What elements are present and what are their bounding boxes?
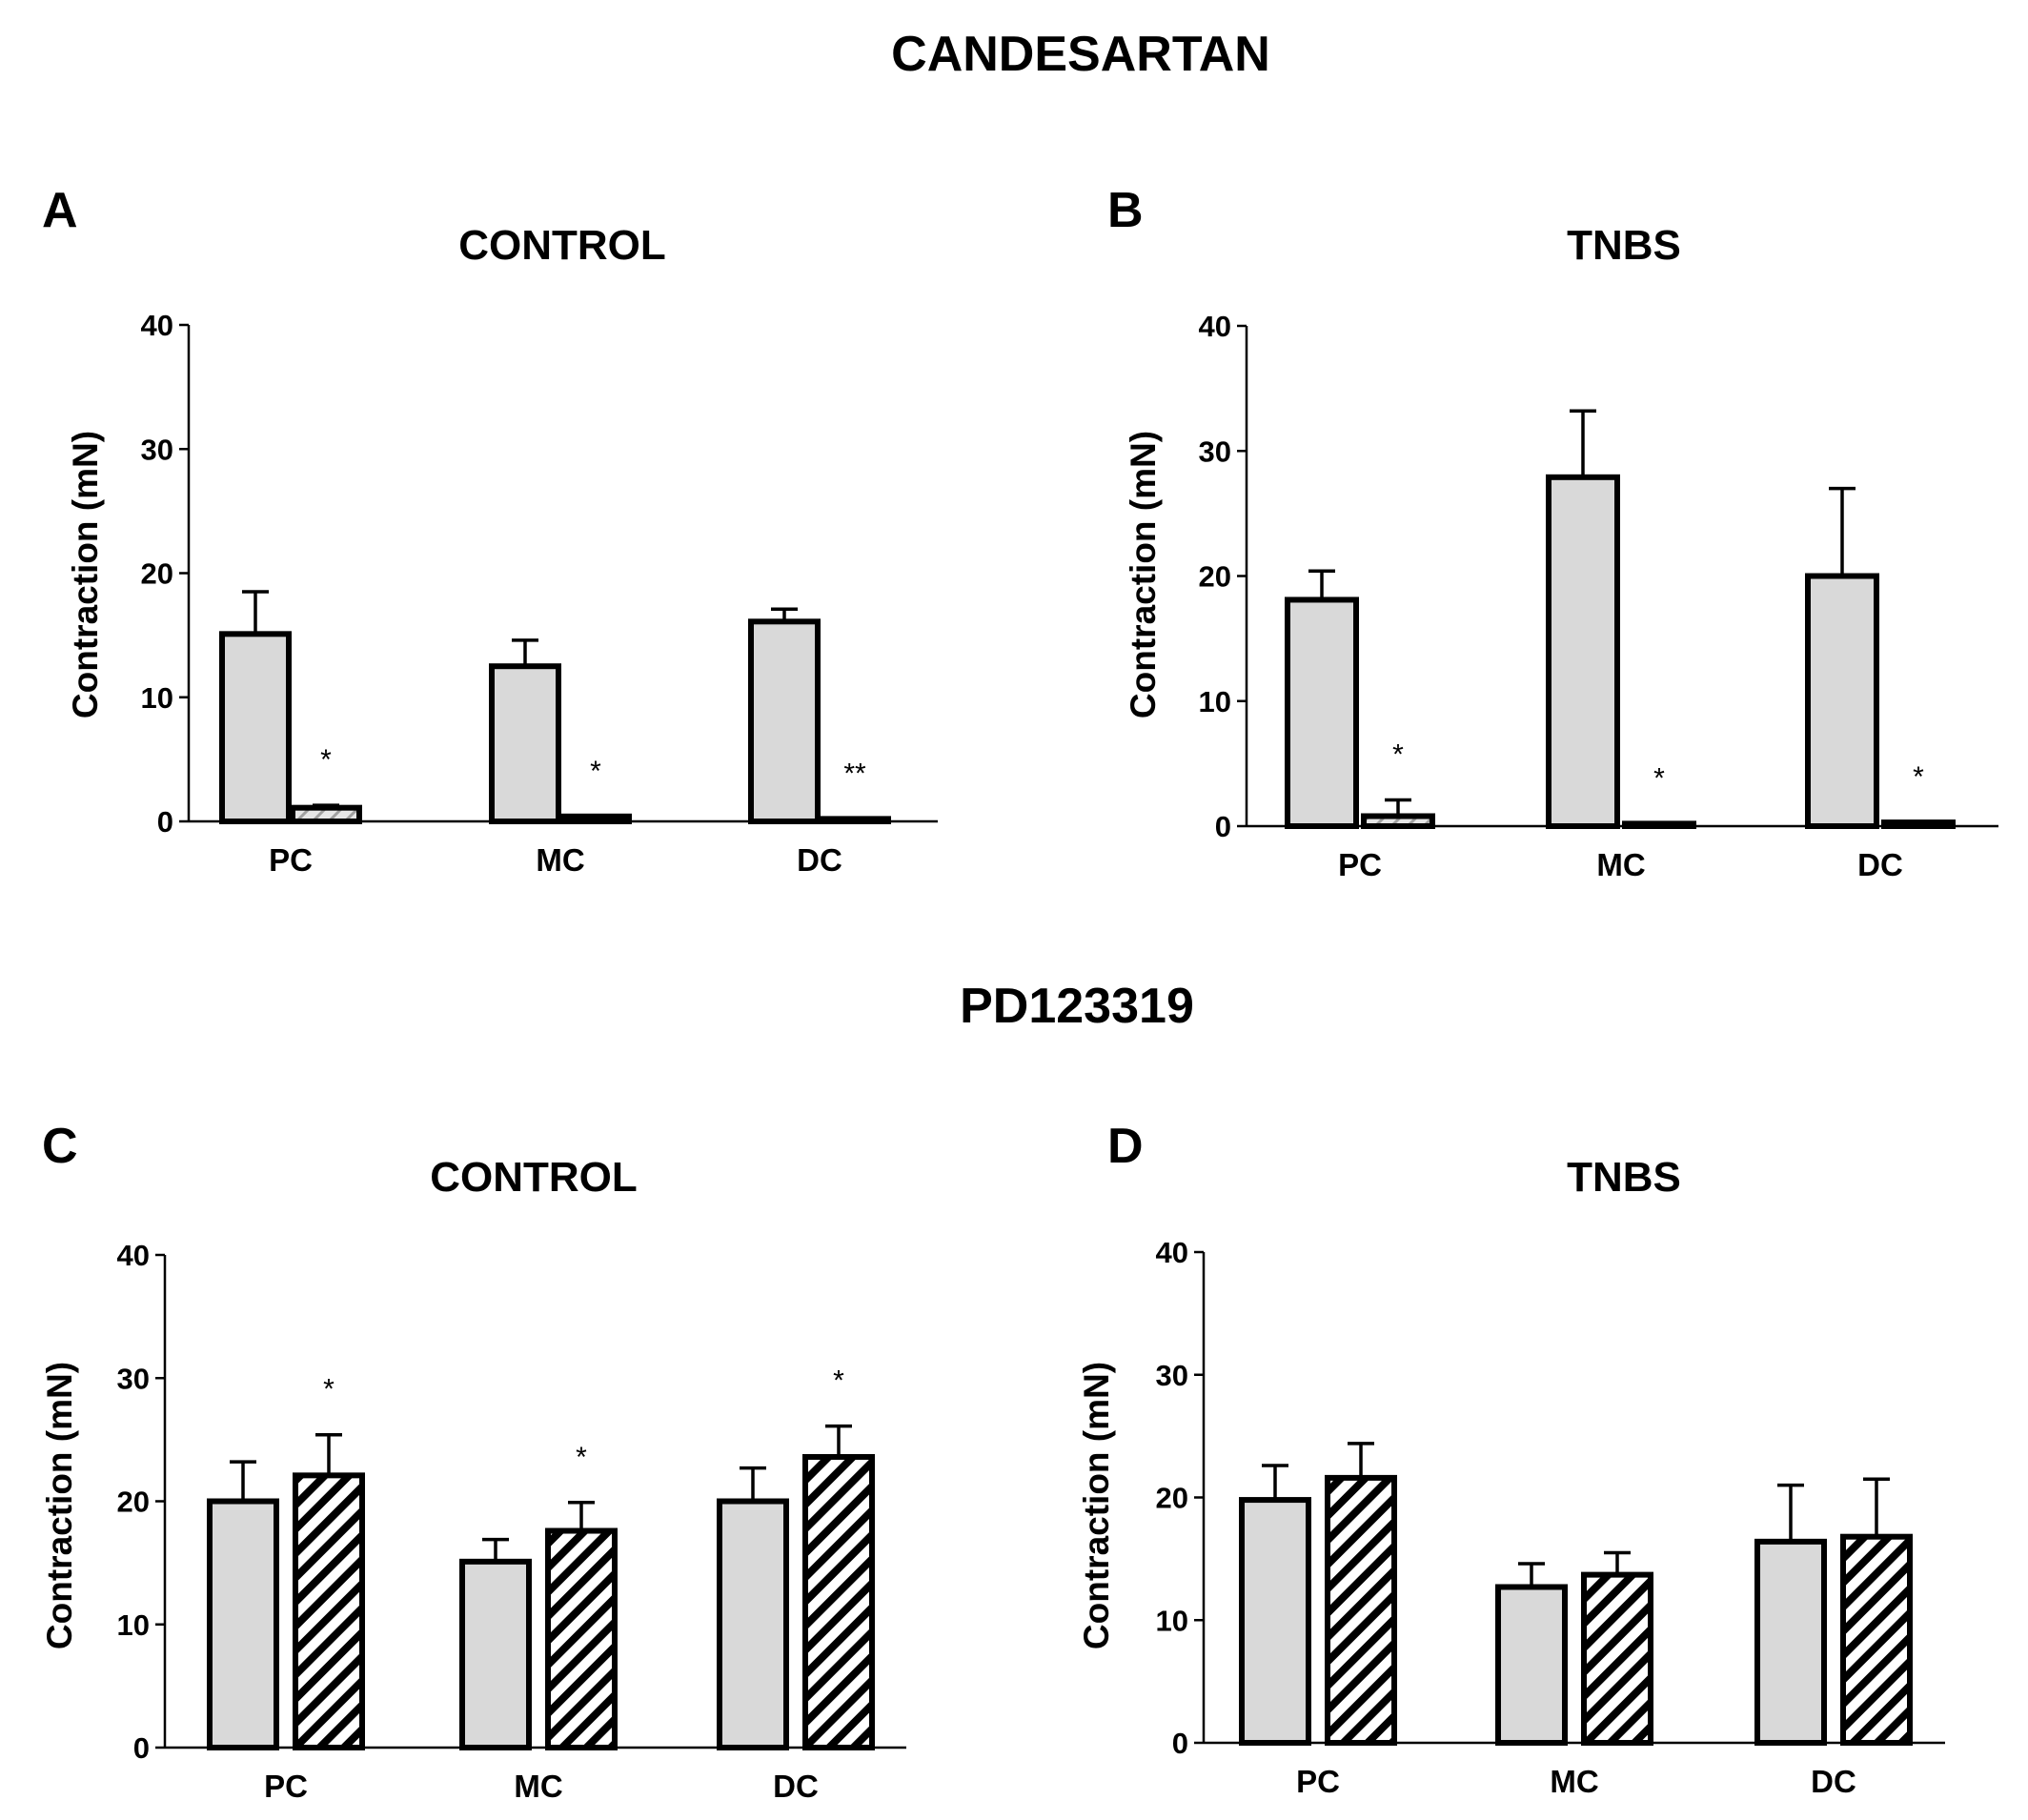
panel-title-b: TNBS	[1567, 222, 1681, 269]
panel-letter-c: C	[42, 1119, 78, 1174]
y-tick-label-c-20: 20	[117, 1486, 150, 1519]
significance-marker-a-pc: *	[320, 744, 332, 776]
y-tick-label-a-30: 30	[141, 433, 173, 466]
panel-title-d: TNBS	[1567, 1154, 1681, 1201]
bar-c-pc-control	[207, 1498, 279, 1750]
bar-b-mc-treated	[1622, 820, 1696, 829]
chart-panel-b: B TNBS Contraction (mN) 0 10 20 30 40 PC * MC * DC *	[1107, 183, 1998, 882]
x-category-label-d-pc: PC	[1296, 1764, 1340, 1799]
chart-panel-d: D TNBS Contraction (mN) 0 10 20 30 40 PC MC DC	[1077, 1119, 1945, 1799]
significance-marker-c-mc: *	[576, 1442, 587, 1473]
y-tick-label-d-20: 20	[1156, 1482, 1188, 1515]
y-tick-label-b-30: 30	[1199, 435, 1231, 468]
charts-group: A CONTROL Contraction (mN) 0 10 20 30 40 PC * MC * D…	[40, 183, 1998, 1804]
bar-a-mc-control	[489, 663, 561, 824]
panel-title-a: CONTROL	[458, 222, 666, 269]
bar-b-pc-treated	[1361, 813, 1435, 829]
panel-letter-a: A	[42, 183, 78, 238]
panel-letter-d: D	[1107, 1119, 1144, 1174]
x-category-label-c-dc: DC	[773, 1769, 819, 1804]
significance-marker-a-mc: *	[590, 756, 601, 787]
y-tick-label-c-30: 30	[117, 1362, 150, 1395]
x-category-label-b-dc: DC	[1857, 847, 1903, 882]
y-tick-label-d-10: 10	[1156, 1604, 1188, 1637]
x-category-label-b-pc: PC	[1338, 847, 1382, 882]
bar-d-pc-treated	[1325, 1474, 1397, 1747]
bar-c-pc-treated	[293, 1472, 365, 1751]
significance-marker-a-dc: **	[843, 758, 866, 789]
y-tick-label-a-0: 0	[157, 805, 173, 839]
x-category-label-a-pc: PC	[269, 842, 313, 878]
bar-b-dc-control	[1805, 573, 1879, 829]
y-tick-label-d-30: 30	[1156, 1359, 1188, 1392]
y-axis-label-b: Contraction (mN)	[1124, 431, 1163, 718]
x-category-label-d-mc: MC	[1550, 1764, 1598, 1799]
panel-letter-b: B	[1107, 183, 1144, 238]
y-tick-label-a-40: 40	[141, 309, 173, 342]
y-tick-label-c-10: 10	[117, 1608, 150, 1642]
significance-marker-c-pc: *	[323, 1374, 335, 1405]
x-category-label-b-mc: MC	[1596, 847, 1645, 882]
significance-marker-b-dc: *	[1913, 761, 1924, 793]
bar-a-dc-control	[748, 618, 821, 824]
bar-c-dc-treated	[802, 1453, 875, 1750]
x-category-label-a-dc: DC	[797, 842, 842, 878]
y-axis-label-d: Contraction (mN)	[1077, 1362, 1116, 1649]
significance-marker-b-mc: *	[1653, 762, 1665, 794]
bar-d-mc-control	[1495, 1584, 1568, 1747]
significance-marker-c-dc: *	[833, 1365, 844, 1397]
y-axis-label-c: Contraction (mN)	[40, 1362, 79, 1649]
bar-b-pc-control	[1285, 597, 1359, 829]
x-category-label-c-pc: PC	[264, 1769, 308, 1804]
y-tick-label-a-10: 10	[141, 681, 173, 715]
y-tick-label-d-0: 0	[1172, 1727, 1188, 1760]
y-tick-label-b-20: 20	[1199, 560, 1231, 594]
bar-d-mc-treated	[1581, 1571, 1653, 1747]
y-axis-label-a: Contraction (mN)	[66, 431, 105, 718]
bar-a-dc-treated	[819, 816, 891, 825]
y-tick-label-a-20: 20	[141, 557, 173, 591]
y-tick-label-c-40: 40	[117, 1239, 150, 1272]
bar-d-dc-treated	[1840, 1533, 1913, 1746]
bar-b-mc-control	[1546, 474, 1620, 829]
bar-d-dc-control	[1754, 1538, 1827, 1746]
chart-panel-a: A CONTROL Contraction (mN) 0 10 20 30 40 PC * MC * D…	[42, 183, 938, 878]
bar-c-mc-control	[459, 1558, 532, 1751]
y-tick-label-c-0: 0	[133, 1731, 150, 1765]
panel-title-c: CONTROL	[430, 1154, 638, 1201]
bar-c-dc-control	[717, 1498, 789, 1750]
y-tick-label-b-40: 40	[1199, 310, 1231, 343]
bar-b-dc-treated	[1881, 819, 1956, 829]
y-tick-label-b-10: 10	[1199, 685, 1231, 718]
section-title-pd123319: PD123319	[960, 979, 1194, 1034]
section-title-candesartan: CANDESARTAN	[891, 27, 1270, 82]
x-category-label-c-mc: MC	[514, 1769, 562, 1804]
significance-marker-b-pc: *	[1392, 738, 1404, 770]
chart-panel-c: C CONTROL Contraction (mN) 0 10 20 30 40 PC * MC * D…	[40, 1119, 906, 1804]
x-category-label-a-mc: MC	[536, 842, 584, 878]
y-tick-label-d-40: 40	[1156, 1236, 1188, 1269]
bar-a-mc-treated	[559, 813, 632, 824]
y-tick-label-b-0: 0	[1215, 810, 1231, 843]
bar-d-pc-control	[1239, 1497, 1311, 1746]
bar-a-pc-control	[219, 631, 292, 825]
bar-a-pc-treated	[290, 804, 362, 824]
bar-c-mc-treated	[545, 1527, 618, 1751]
x-category-label-d-dc: DC	[1811, 1764, 1856, 1799]
